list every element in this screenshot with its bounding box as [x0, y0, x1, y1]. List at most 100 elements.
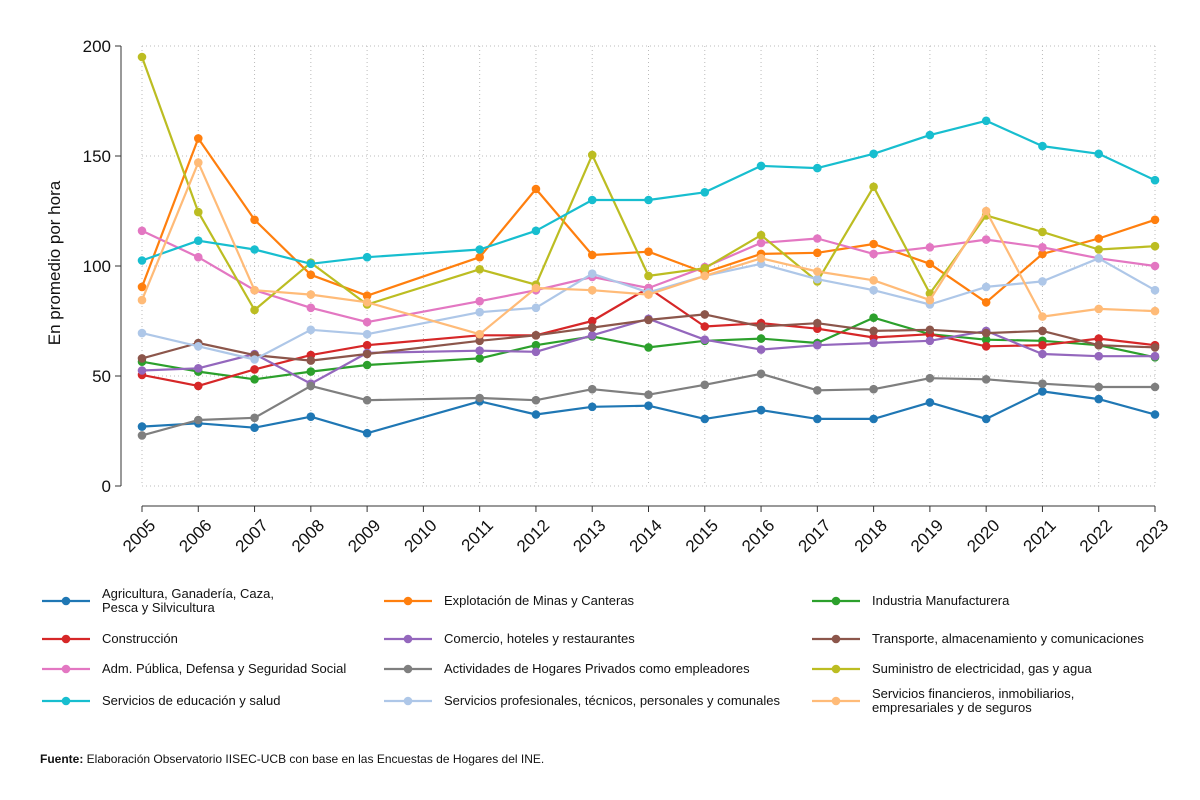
data-point	[981, 206, 991, 216]
data-point	[813, 267, 822, 276]
legend-swatch	[812, 596, 860, 606]
data-point	[531, 410, 541, 419]
data-point	[193, 381, 203, 391]
data-point	[644, 401, 653, 411]
legend-label: Explotación de Minas y Canteras	[444, 593, 635, 608]
data-point	[587, 285, 597, 295]
data-point	[1150, 351, 1160, 361]
data-point	[1150, 382, 1160, 392]
legend-swatch	[42, 634, 90, 644]
data-point	[137, 431, 147, 440]
data-point	[1150, 285, 1160, 295]
legend-label: Transporte, almacenamiento y comunicacio…	[872, 631, 1144, 646]
data-point	[306, 412, 316, 422]
x-tick-label: 2010	[401, 516, 441, 556]
x-tick-label: 2011	[458, 516, 497, 555]
legend-label: Servicios profesionales, técnicos, perso…	[444, 693, 781, 708]
data-point	[644, 290, 653, 299]
data-point	[475, 245, 484, 254]
data-point	[306, 381, 316, 391]
data-point	[700, 310, 710, 319]
data-point	[250, 423, 259, 433]
series-9	[137, 116, 1160, 269]
series-lines	[137, 52, 1160, 440]
series-7	[137, 369, 1160, 440]
data-point	[925, 130, 935, 140]
series-4	[137, 314, 1160, 389]
data-point	[644, 343, 653, 352]
data-point	[587, 250, 597, 260]
data-point	[531, 184, 541, 194]
data-point	[137, 328, 147, 338]
legend-swatch	[384, 596, 432, 606]
x-tick-label: 2014	[626, 516, 666, 556]
data-point	[1150, 306, 1160, 316]
x-tick-label: 2023	[1132, 516, 1172, 556]
series-line	[141, 372, 1155, 437]
data-point	[193, 252, 203, 262]
data-point	[362, 395, 372, 405]
data-point	[306, 303, 316, 313]
data-point	[1094, 382, 1104, 392]
data-point	[1094, 245, 1104, 254]
y-tick-label: 200	[83, 37, 111, 56]
data-point	[1150, 410, 1160, 419]
data-point	[475, 346, 484, 356]
data-point	[1038, 349, 1047, 359]
data-point	[306, 290, 316, 299]
data-point	[362, 329, 372, 339]
data-point	[1094, 304, 1104, 314]
legend-label: Adm. Pública, Defensa y Seguridad Social	[102, 661, 347, 676]
source-note: Fuente: Elaboración Observatorio IISEC-U…	[40, 752, 544, 766]
data-point	[250, 245, 259, 254]
series-line	[140, 56, 1156, 312]
series-line	[141, 313, 1156, 362]
data-point	[193, 236, 203, 245]
legend-label: Industria Manufacturera	[872, 593, 1010, 608]
x-tick-label: 2017	[794, 516, 834, 556]
data-point	[306, 270, 316, 280]
data-point	[813, 318, 822, 328]
data-point	[644, 195, 653, 205]
legend-swatch	[812, 634, 860, 644]
data-point	[1038, 227, 1047, 237]
data-point	[756, 345, 766, 354]
data-point	[531, 331, 541, 340]
data-point	[306, 259, 316, 269]
legend-swatch	[812, 696, 860, 706]
data-point	[756, 369, 766, 379]
series-11	[137, 158, 1160, 339]
series-line	[141, 316, 1156, 381]
legend-swatch	[42, 664, 90, 674]
y-tick-label: 150	[83, 147, 111, 166]
data-point	[475, 354, 484, 363]
data-point	[250, 413, 259, 423]
data-point	[137, 226, 147, 236]
legend-label: Comercio, hoteles y restaurantes	[444, 631, 635, 646]
data-point	[981, 235, 991, 244]
series-line	[140, 161, 1156, 336]
data-point	[531, 347, 541, 357]
legend-item: Servicios financieros, inmobiliarios, em…	[810, 687, 1074, 715]
data-point	[306, 356, 316, 365]
data-point	[1038, 312, 1047, 321]
data-point	[869, 285, 878, 295]
legend-item: Adm. Pública, Defensa y Seguridad Social	[40, 662, 346, 676]
legend-item: Actividades de Hogares Privados como emp…	[382, 662, 750, 676]
data-point	[756, 405, 766, 415]
data-point	[137, 282, 147, 292]
data-point	[756, 322, 766, 331]
data-point	[193, 415, 203, 425]
data-point	[700, 335, 710, 345]
data-point	[587, 384, 597, 394]
legend-swatch	[384, 696, 432, 706]
data-point	[644, 247, 653, 256]
legend-item: Comercio, hoteles y restaurantes	[382, 632, 635, 646]
series-8	[137, 52, 1160, 315]
data-point	[1094, 351, 1104, 361]
data-point	[1150, 241, 1160, 251]
legend-item: Transporte, almacenamiento y comunicacio…	[810, 632, 1144, 646]
data-point	[981, 116, 991, 126]
data-point	[587, 195, 597, 205]
data-point	[250, 305, 259, 315]
